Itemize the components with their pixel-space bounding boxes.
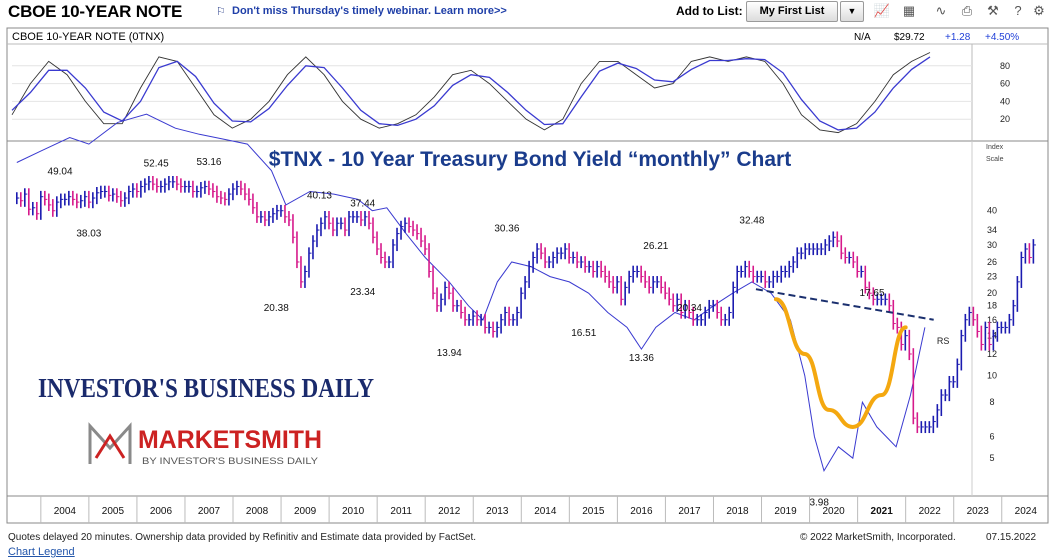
- price-tick-label: 6: [989, 431, 994, 441]
- chevron-down-icon[interactable]: ▼: [840, 1, 864, 22]
- price-tick-label: 8: [989, 397, 994, 407]
- price-annotation: 20.38: [264, 303, 289, 314]
- x-axis-year-label: 2012: [438, 506, 461, 517]
- marketsmith-wordmark: MARKETSMITH: [138, 426, 322, 454]
- webinar-promo-link[interactable]: Don't miss Thursday's timely webinar. Le…: [232, 5, 507, 17]
- resistance-trendline: [755, 288, 934, 321]
- x-axis-year-label: 2016: [630, 506, 653, 517]
- indicator-panel-frame: [6, 27, 1049, 142]
- indicator-change: +1.28: [945, 32, 971, 43]
- indicator-label: CBOE 10-YEAR NOTE (0TNX): [12, 31, 164, 43]
- list-select[interactable]: My First List: [746, 1, 838, 22]
- chart-title: $TNX - 10 Year Treasury Bond Yield “mont…: [269, 148, 791, 171]
- rs-label: RS: [937, 336, 950, 346]
- price-annotation: 32.48: [739, 215, 764, 226]
- x-axis-year-label: 2007: [198, 506, 221, 517]
- price-annotation: 40.13: [307, 190, 332, 201]
- price-tick-label: 26: [987, 257, 997, 267]
- x-axis-year-label: 2024: [1015, 506, 1038, 517]
- price-annotation: 13.36: [629, 353, 654, 364]
- price-annotation: 38.03: [76, 229, 101, 240]
- x-axis-year-label: 2010: [342, 506, 365, 517]
- page-title: CBOE 10-YEAR NOTE: [8, 2, 183, 21]
- print-icon[interactable]: ⎙: [961, 3, 973, 18]
- grid-icon[interactable]: ▦: [902, 3, 916, 18]
- chart-legend-link[interactable]: Chart Legend: [8, 546, 75, 558]
- footer-date: 07.15.2022: [986, 532, 1037, 543]
- x-axis-year-label: 2018: [726, 506, 749, 517]
- cup-pattern-curve: [773, 297, 908, 429]
- osc-tick-label: 40: [1000, 96, 1010, 106]
- x-axis-year-label: 2005: [102, 506, 125, 517]
- x-axis-year-label: 2019: [774, 506, 797, 517]
- osc-tick-label: 20: [1000, 114, 1010, 124]
- price-tick-label: 16: [987, 315, 997, 325]
- x-axis-year-label: 2004: [54, 506, 77, 517]
- price-annotation: 17.65: [860, 288, 885, 299]
- x-axis-year-label: 2023: [967, 506, 990, 517]
- marketsmith-mark-accent-icon: [94, 433, 126, 459]
- price-annotation: 49.04: [48, 166, 73, 177]
- x-axis-year-label: 2011: [390, 506, 412, 517]
- wrench-icon[interactable]: ⚒: [987, 3, 999, 18]
- price-annotation: 13.94: [437, 348, 462, 359]
- price-annotation: 52.45: [144, 158, 169, 169]
- price-annotation: 20.34: [677, 303, 702, 314]
- curve-icon[interactable]: ∿: [935, 3, 947, 18]
- help-icon[interactable]: ?: [1014, 3, 1022, 18]
- marketsmith-mark-icon: [88, 422, 132, 464]
- price-annotation: 53.16: [196, 157, 221, 168]
- ibd-logo: INVESTOR'S BUSINESS DAILY: [38, 373, 374, 403]
- price-annotation: 26.21: [643, 241, 668, 252]
- x-axis-year-label: 2020: [822, 506, 845, 517]
- indicator-change-pct: +4.50%: [985, 32, 1019, 43]
- date-axis-frame: [6, 495, 1049, 524]
- price-tick-label: 20: [987, 288, 997, 298]
- settings-icon[interactable]: ⚙: [1033, 3, 1045, 18]
- indicator-na: N/A: [854, 32, 871, 43]
- line-chart-icon[interactable]: 📈: [873, 3, 891, 18]
- price-annotation: 37.44: [350, 199, 375, 210]
- x-axis-year-label: 2008: [246, 506, 269, 517]
- x-axis-year-label: 2014: [534, 506, 557, 517]
- marketsmith-subtitle: BY INVESTOR'S BUSINESS DAILY: [142, 456, 318, 466]
- price-tick-label: 5: [989, 453, 994, 463]
- price-tick-label: 40: [987, 206, 997, 216]
- x-axis-year-label: 2021: [871, 506, 894, 517]
- price-tick-label: 18: [987, 301, 997, 311]
- add-to-list-label: Add to List:: [676, 4, 743, 18]
- x-axis-year-label: 2022: [919, 506, 942, 517]
- price-annotation: 3.98: [809, 497, 829, 508]
- price-annotation: 16.51: [571, 328, 596, 339]
- indicator-price: $29.72: [894, 32, 925, 43]
- x-axis-year-label: 2015: [582, 506, 605, 517]
- flag-icon: ⚐: [216, 6, 226, 18]
- price-tick-label: 34: [987, 225, 997, 235]
- x-axis-year-label: 2017: [678, 506, 701, 517]
- price-annotation: 30.36: [494, 224, 519, 235]
- osc-tick-label: 60: [1000, 79, 1010, 89]
- index-scale-label-2: Scale: [986, 156, 1004, 163]
- osc-series-line: [11, 56, 931, 131]
- index-scale-label-1: Index: [986, 144, 1004, 151]
- price-tick-label: 30: [987, 240, 997, 250]
- x-axis-year-label: 2013: [486, 506, 509, 517]
- osc-tick-label: 80: [1000, 61, 1010, 71]
- osc-series-line: [11, 52, 931, 134]
- footer-copyright: © 2022 MarketSmith, Incorporated.: [800, 532, 956, 543]
- footer-disclaimer: Quotes delayed 20 minutes. Ownership dat…: [8, 532, 477, 543]
- price-annotation: 23.34: [350, 287, 375, 298]
- x-axis-year-label: 2009: [294, 506, 317, 517]
- price-tick-label: 12: [987, 349, 997, 359]
- price-tick-label: 14: [987, 331, 997, 341]
- x-axis-year-label: 2006: [150, 506, 173, 517]
- price-tick-label: 23: [987, 272, 997, 282]
- price-tick-label: 10: [987, 371, 997, 381]
- marketsmith-logo: MARKETSMITH BY INVESTOR'S BUSINESS DAILY: [88, 422, 322, 466]
